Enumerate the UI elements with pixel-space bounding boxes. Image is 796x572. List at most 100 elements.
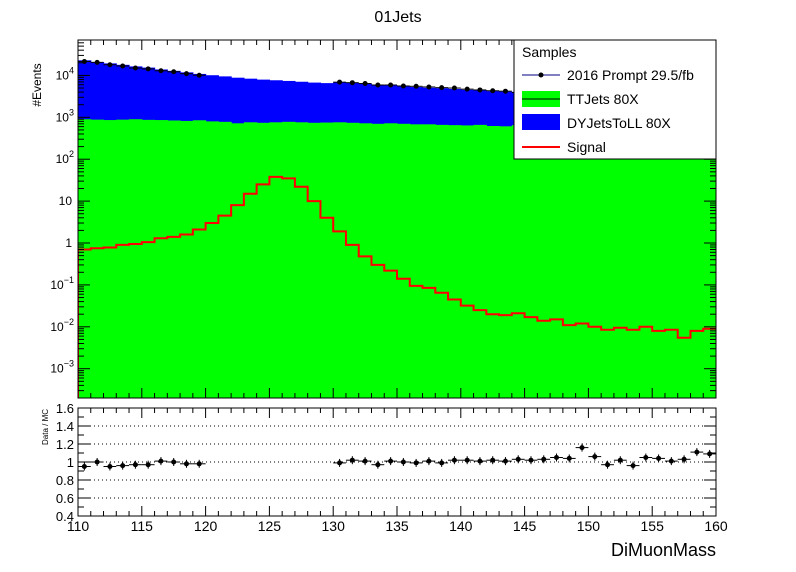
ttjets-bar	[703, 125, 716, 398]
ttjets-bar	[511, 125, 526, 398]
data-point	[107, 62, 113, 68]
ratio-point	[528, 457, 534, 463]
data-point	[502, 88, 508, 94]
y-tick-label: 103	[56, 107, 74, 124]
ratio-point	[490, 457, 496, 463]
legend-marker-dot	[538, 72, 544, 78]
data-point	[490, 88, 496, 94]
y-tick-label: 1	[65, 236, 72, 250]
data-point	[413, 83, 419, 89]
x-tick-labels: 110 115 120 125 130 135 140 145 150 155 160	[67, 518, 728, 534]
ttjets-bar	[562, 126, 577, 398]
y-axis-label: #Events	[30, 63, 44, 106]
ttjets-bar	[537, 125, 551, 398]
ratio-point	[196, 461, 202, 467]
data-point	[439, 85, 445, 91]
ttjets-bar	[486, 126, 500, 398]
ratio-point	[107, 464, 113, 469]
ttjets-bar	[282, 121, 296, 398]
ratio-point	[694, 449, 700, 455]
ratio-point	[426, 458, 432, 464]
legend-title: Samples	[522, 44, 576, 60]
ratio-point	[477, 458, 483, 464]
ratio-tick-label: 0.8	[56, 473, 74, 488]
ttjets-bar	[460, 125, 475, 398]
ratio-point	[145, 462, 151, 468]
ttjets-bar	[345, 122, 360, 398]
ttjets-bar	[103, 120, 117, 398]
data-point	[451, 85, 457, 91]
y-tick-label: 10−2	[50, 317, 74, 334]
ratio-tick-label: 1.2	[56, 437, 74, 452]
x-tick-label: 115	[131, 518, 154, 534]
x-axis-label: DiMuonMass	[611, 540, 716, 560]
signal-histogram	[78, 175, 716, 398]
ttjets-bar	[180, 120, 194, 398]
x-tick-label: 120	[194, 518, 218, 534]
ratio-point	[605, 462, 611, 468]
ratio-point	[388, 458, 394, 464]
ttjets-bar	[358, 123, 373, 398]
ttjets-bar	[601, 126, 615, 398]
ttjets-bar	[192, 120, 207, 398]
data-point	[94, 59, 100, 65]
ttjets-bar	[154, 120, 168, 398]
ttjets-bar	[218, 121, 232, 398]
ratio-point	[541, 456, 547, 462]
x-tick-label: 140	[449, 518, 473, 534]
ratio-point	[94, 459, 100, 465]
ttjets-bar	[422, 124, 436, 398]
data-point	[145, 66, 151, 72]
ttjets-bar	[243, 122, 258, 398]
ttjets-bar	[409, 124, 424, 398]
ratio-point	[158, 458, 164, 464]
ratio-point	[464, 457, 470, 463]
ttjets-bar	[652, 126, 666, 398]
ratio-tick-label: 0.4	[56, 509, 74, 524]
ttjets-bar	[333, 122, 347, 398]
y-tick-label: 102	[56, 149, 74, 166]
legend: Samples 2016 Prompt 29.5/fb TTJets 80X D…	[513, 39, 717, 160]
ratio-tick-label: 1.4	[56, 419, 74, 434]
ratio-point	[81, 464, 87, 469]
ttjets-bar	[448, 125, 462, 398]
ttjets-bar	[129, 119, 143, 398]
x-tick-label: 145	[513, 518, 537, 534]
ttjets-bar	[499, 126, 513, 398]
stacked-histograms	[78, 60, 716, 398]
ttjets-bar	[371, 123, 385, 398]
ratio-point	[502, 458, 508, 464]
ttjets-bar	[588, 126, 602, 398]
data-point	[171, 69, 177, 75]
ttjets-bar	[677, 125, 692, 398]
x-tick-label: 135	[385, 518, 409, 534]
ratio-point	[707, 451, 713, 457]
ratio-point	[349, 457, 355, 463]
ratio-point	[566, 455, 572, 461]
ratio-point	[656, 455, 662, 461]
ratio-point	[554, 455, 559, 460]
ttjets-bar	[473, 124, 487, 398]
chart-title: 01Jets	[374, 9, 421, 26]
ratio-point	[413, 460, 419, 466]
ratio-tick-label: 1.6	[56, 401, 74, 416]
ratio-point	[515, 456, 521, 462]
ratio-tick-label: 0.6	[56, 491, 74, 506]
ratio-tick-labels: 0.4 0.6 0.8 1 1.2 1.4 1.6	[56, 401, 74, 524]
data-point	[337, 79, 343, 85]
y-tick-label: 10	[59, 194, 73, 208]
data-point	[464, 86, 470, 92]
ttjets-bar	[639, 125, 653, 398]
ratio-point	[630, 463, 636, 469]
ttjets-bar	[664, 125, 679, 398]
ttjets-bar	[384, 123, 398, 398]
data-point	[196, 72, 202, 78]
ttjets-bar	[397, 123, 411, 398]
data-point	[477, 87, 483, 93]
ttjets-bar	[307, 122, 322, 398]
x-tick-label: 150	[577, 518, 601, 534]
ratio-point	[375, 462, 381, 468]
y-tick-label: 104	[56, 65, 74, 82]
